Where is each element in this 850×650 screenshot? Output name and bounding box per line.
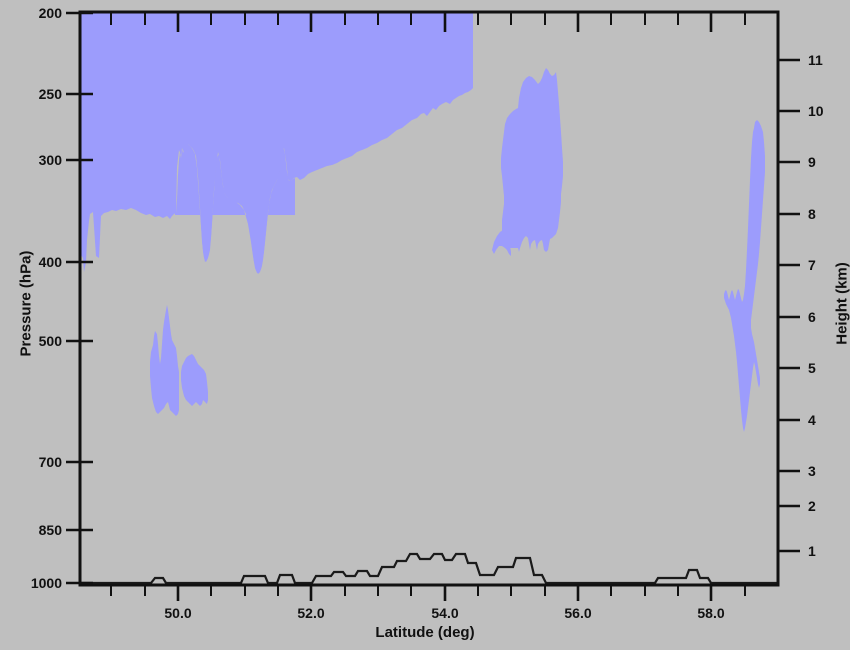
height-tick-label-5: 5 — [808, 360, 816, 376]
xtick-label-54: 54.0 — [431, 605, 459, 621]
ytick-label-250: 250 — [38, 86, 62, 102]
ytick-label-1000: 1000 — [30, 575, 62, 591]
xtick-label-58: 58.0 — [697, 605, 725, 621]
height-tick-label-2: 2 — [808, 498, 816, 514]
left-major-ticks — [66, 11, 93, 585]
cloud-region-55deg — [501, 68, 563, 252]
cloud-region-midlevel — [150, 305, 179, 416]
xtick-label-52: 52.0 — [297, 605, 325, 621]
ytick-label-500: 500 — [38, 333, 62, 349]
right-height-ticks — [778, 58, 800, 553]
height-tick-label-8: 8 — [808, 206, 816, 222]
height-tick-label-10: 10 — [808, 103, 824, 119]
surface-terrain-line — [80, 552, 778, 585]
ytick-label-300: 300 — [38, 152, 62, 168]
cloud-region-main — [81, 12, 473, 274]
height-tick-label-7: 7 — [808, 257, 816, 273]
cloud-mask-regions — [81, 12, 765, 432]
xtick-label-50: 50.0 — [164, 605, 192, 621]
cloud-region-main-detail — [175, 143, 295, 273]
top-minor-ticks — [110, 12, 746, 25]
top-major-ticks — [176, 12, 713, 32]
ytick-label-400: 400 — [38, 254, 62, 270]
height-tick-label-9: 9 — [808, 154, 816, 170]
axis-frame — [78, 10, 780, 587]
height-tick-label-6: 6 — [808, 309, 816, 325]
ytick-label-850: 850 — [38, 522, 62, 538]
height-tick-label-11: 11 — [808, 52, 823, 68]
height-tick-label-1: 1 — [808, 543, 816, 559]
x-axis-title: Latitude (deg) — [375, 624, 475, 641]
xtick-label-56: 56.0 — [564, 605, 592, 621]
axis-ticks — [66, 11, 800, 601]
ytick-label-700: 700 — [38, 454, 62, 470]
cloud-region-55deg-tail — [492, 230, 511, 256]
cloud-region-59deg — [724, 120, 765, 432]
cloud-region-midlevel-right — [181, 354, 208, 406]
height-tick-label-3: 3 — [808, 463, 816, 479]
ytick-label-200: 200 — [38, 5, 62, 21]
bottom-minor-ticks — [110, 585, 746, 596]
bottom-major-ticks — [176, 585, 713, 601]
height-tick-label-4: 4 — [808, 412, 816, 428]
